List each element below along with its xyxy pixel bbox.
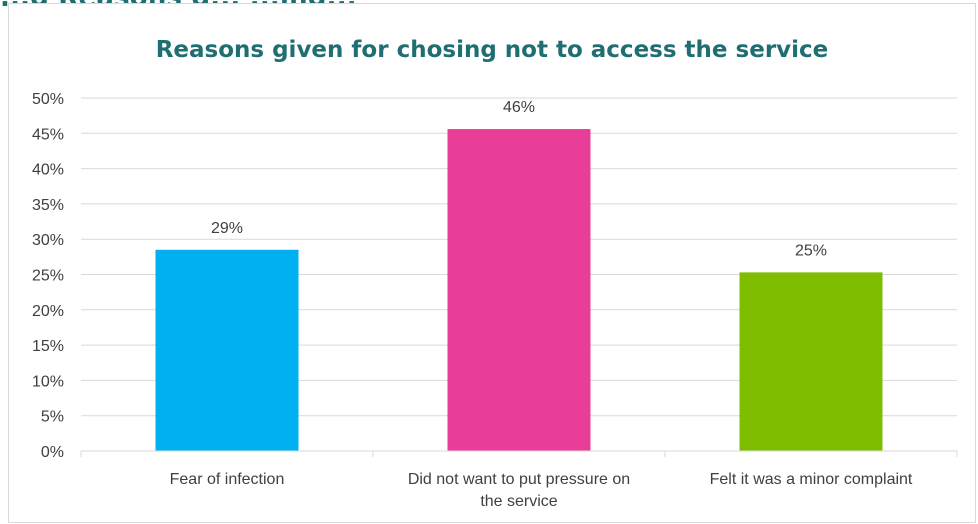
chart-frame: Reasons given for chosing not to access … [8,3,976,523]
bar [739,272,883,451]
data-labels: 29% 46% 25% [211,99,827,259]
bars [155,129,883,451]
y-tick-label: 5% [41,409,64,426]
data-label: 25% [795,242,827,259]
y-tick-label: 10% [32,373,64,390]
x-axis-categories: Fear of infection Did not want to put pre… [80,451,958,510]
y-tick-label: 45% [32,126,64,143]
data-label: 46% [503,99,535,116]
y-tick-label: 20% [32,303,64,320]
data-label: 29% [211,220,243,237]
bar [447,129,591,451]
bar-chart: Reasons given for chosing not to access … [32,37,958,510]
y-tick-label: 40% [32,162,64,179]
y-axis-ticks: 0% 5% 10% 15% 20% 25% 30% 35% 40% 45% 50% [32,91,64,461]
x-category-label: Fear of infection [170,471,285,488]
y-tick-label: 15% [32,338,64,355]
y-tick-label: 50% [32,91,64,108]
y-tick-label: 0% [41,444,64,461]
x-category-label: Felt it was a minor complaint [710,471,913,488]
y-tick-label: 35% [32,197,64,214]
chart-title: Reasons given for chosing not to access … [156,37,829,63]
x-category-label: Did not want to put pressure on the servi… [408,471,630,510]
y-tick-label: 25% [32,268,64,285]
bar [155,249,299,451]
y-tick-label: 30% [32,232,64,249]
